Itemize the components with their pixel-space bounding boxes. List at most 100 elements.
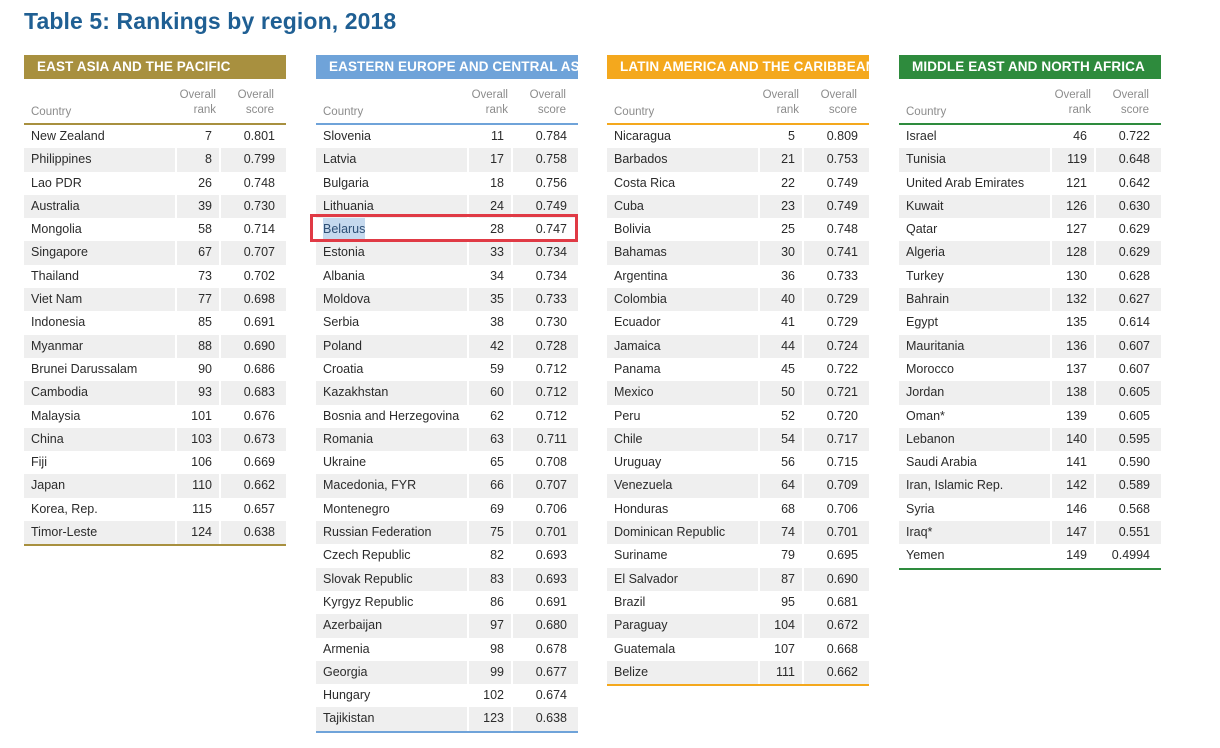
table-row: Slovenia 11 0.784 bbox=[316, 125, 578, 149]
overall-score: 0.680 bbox=[535, 618, 567, 633]
overall-rank: 130 bbox=[1050, 264, 1096, 289]
country-name: Montenegro bbox=[323, 501, 390, 516]
table-row: Panama 45 0.722 bbox=[607, 357, 869, 382]
overall-rank: 50 bbox=[758, 381, 804, 405]
overall-score: 0.638 bbox=[535, 711, 567, 726]
overall-score: 0.701 bbox=[535, 525, 567, 540]
country-name: Serbia bbox=[323, 315, 360, 330]
table-row: Croatia 59 0.712 bbox=[316, 357, 578, 382]
table-row: Cambodia 93 0.683 bbox=[24, 381, 286, 405]
country-name: Mongolia bbox=[31, 222, 82, 237]
region-latin-america-caribbean: LATIN AMERICA AND THE CARIBBEAN Country Ov… bbox=[607, 55, 869, 687]
country-name: Slovenia bbox=[323, 129, 371, 143]
table-row: Bulgaria 18 0.756 bbox=[316, 171, 578, 195]
table-row: Egypt 135 0.614 bbox=[899, 311, 1161, 335]
table-row: United Arab Emirates 121 0.642 bbox=[899, 171, 1161, 195]
country-name: Chile bbox=[614, 431, 643, 446]
overall-rank: 66 bbox=[467, 474, 513, 498]
overall-rank: 25 bbox=[758, 218, 804, 242]
country-name: Jamaica bbox=[614, 338, 661, 353]
table-row: Kazakhstan 60 0.712 bbox=[316, 381, 578, 405]
table-row: Timor-Leste 124 0.638 bbox=[24, 521, 286, 545]
overall-score: 0.715 bbox=[826, 455, 858, 470]
country-name: Argentina bbox=[614, 268, 668, 283]
overall-score: 0.707 bbox=[243, 245, 275, 260]
overall-rank: 141 bbox=[1050, 451, 1096, 475]
table-row: Indonesia 85 0.691 bbox=[24, 311, 286, 335]
table-row: Peru 52 0.720 bbox=[607, 404, 869, 428]
overall-score: 0.709 bbox=[826, 478, 858, 493]
country-name: Philippines bbox=[31, 152, 92, 167]
overall-score: 0.678 bbox=[535, 641, 567, 656]
overall-score: 0.712 bbox=[535, 361, 567, 376]
column-header-rank: Overall rank bbox=[762, 89, 799, 116]
country-name: Mauritania bbox=[906, 338, 965, 353]
overall-score: 0.729 bbox=[826, 292, 858, 307]
overall-score: 0.693 bbox=[535, 548, 567, 563]
overall-rank: 56 bbox=[758, 451, 804, 475]
column-header-score: Overall score bbox=[820, 89, 857, 116]
overall-score: 0.691 bbox=[243, 315, 275, 330]
overall-score: 0.734 bbox=[535, 245, 567, 260]
country-name: Panama bbox=[614, 361, 661, 376]
overall-score: 0.712 bbox=[535, 408, 567, 423]
country-name: Armenia bbox=[323, 641, 370, 656]
country-name: Poland bbox=[323, 338, 362, 353]
overall-rank: 26 bbox=[175, 171, 221, 195]
overall-score: 0.749 bbox=[826, 198, 858, 213]
overall-score: 0.605 bbox=[1118, 385, 1150, 400]
country-name: Thailand bbox=[31, 268, 79, 283]
overall-score: 0.683 bbox=[243, 385, 275, 400]
table-row: Kyrgyz Republic 86 0.691 bbox=[316, 590, 578, 615]
country-name: Timor-Leste bbox=[31, 525, 98, 540]
overall-score: 0.728 bbox=[535, 338, 567, 353]
table-row: Saudi Arabia 141 0.590 bbox=[899, 451, 1161, 475]
table-row: Guatemala 107 0.668 bbox=[607, 637, 869, 661]
country-name: Colombia bbox=[614, 292, 667, 307]
column-header-score: Overall score bbox=[529, 89, 566, 116]
table-row: Albania 34 0.734 bbox=[316, 264, 578, 289]
overall-rank: 52 bbox=[758, 404, 804, 428]
overall-score: 0.729 bbox=[826, 315, 858, 330]
column-headers: Country Overall rank Overall score bbox=[24, 79, 286, 125]
table-row: Morocco 137 0.607 bbox=[899, 357, 1161, 382]
overall-rank: 124 bbox=[175, 521, 221, 545]
overall-rank: 5 bbox=[758, 125, 804, 149]
country-name: Macedonia, FYR bbox=[323, 478, 417, 493]
overall-score: 0.695 bbox=[826, 548, 858, 563]
overall-score: 0.809 bbox=[826, 129, 858, 143]
country-name: Bahrain bbox=[906, 292, 950, 307]
overall-rank: 139 bbox=[1050, 404, 1096, 428]
country-name: Moldova bbox=[323, 292, 371, 307]
overall-rank: 60 bbox=[467, 381, 513, 405]
overall-score: 0.605 bbox=[1118, 408, 1150, 423]
country-name: Viet Nam bbox=[31, 292, 83, 307]
overall-score: 0.720 bbox=[826, 408, 858, 423]
table-rows: Israel 46 0.722 Tunisia 119 0.648 United Arab … bbox=[899, 125, 1161, 568]
table-row: Moldova 35 0.733 bbox=[316, 288, 578, 312]
overall-rank: 102 bbox=[467, 684, 513, 708]
table-row: Israel 46 0.722 bbox=[899, 125, 1161, 149]
overall-rank: 85 bbox=[175, 311, 221, 335]
overall-rank: 33 bbox=[467, 241, 513, 265]
table-row: Kuwait 126 0.630 bbox=[899, 194, 1161, 219]
overall-score: 0.668 bbox=[826, 641, 858, 656]
table-row: Iraq* 147 0.551 bbox=[899, 521, 1161, 545]
country-name: Australia bbox=[31, 198, 80, 213]
country-name: Venezuela bbox=[614, 478, 673, 493]
region-header: EASTERN EUROPE AND CENTRAL ASIA bbox=[316, 55, 578, 79]
country-name: Suriname bbox=[614, 548, 668, 563]
overall-rank: 69 bbox=[467, 497, 513, 522]
overall-rank: 58 bbox=[175, 218, 221, 242]
table-row: Argentina 36 0.733 bbox=[607, 264, 869, 289]
overall-rank: 146 bbox=[1050, 497, 1096, 522]
overall-score: 0.748 bbox=[243, 175, 275, 190]
table-row: Paraguay 104 0.672 bbox=[607, 614, 869, 638]
overall-rank: 59 bbox=[467, 357, 513, 382]
overall-score: 0.748 bbox=[826, 222, 858, 237]
country-name: Singapore bbox=[31, 245, 88, 260]
overall-score: 0.690 bbox=[826, 571, 858, 586]
overall-score: 0.707 bbox=[535, 478, 567, 493]
overall-score: 0.698 bbox=[243, 292, 275, 307]
table-row: Viet Nam 77 0.698 bbox=[24, 288, 286, 312]
